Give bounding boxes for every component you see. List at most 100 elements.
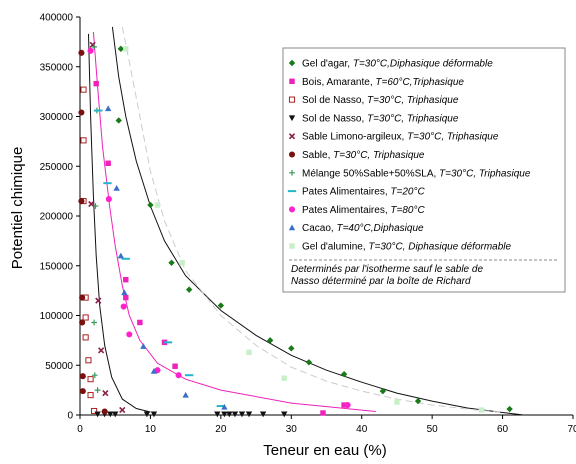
legend-entry-label: Pates Alimentaires, T=20°C (302, 187, 425, 198)
y-tick-label: 400000 (40, 13, 74, 24)
legend-marker (289, 78, 295, 85)
y-tick-label: 350000 (40, 62, 74, 73)
data-point-series-3 (143, 411, 151, 418)
data-point-series-1 (105, 160, 111, 166)
y-tick-label: 0 (67, 411, 73, 422)
data-point-series-8 (105, 196, 112, 203)
legend-marker (288, 59, 296, 67)
x-tick-label: 20 (215, 424, 227, 435)
y-tick-label: 150000 (40, 261, 74, 272)
data-point-series-1 (123, 276, 129, 283)
data-point-series-9 (117, 252, 125, 259)
legend-marker (288, 151, 296, 158)
data-point-series-10 (179, 260, 185, 266)
data-point-series-9 (104, 105, 112, 112)
legend-annotation: Nasso déterminé par la boîte de Richard (291, 276, 471, 287)
legend-marker (289, 243, 295, 249)
legend-box (282, 47, 566, 293)
data-point-series-5 (79, 294, 86, 301)
data-point-series-8 (87, 47, 94, 54)
data-point-series-3 (238, 411, 246, 418)
data-point-series-3 (281, 411, 288, 418)
x-tick-label: 50 (427, 424, 439, 435)
legend-entry-label: Sol de Nasso, T=30°C, Triphasique (302, 113, 459, 124)
data-point-series-6 (91, 372, 98, 379)
data-point-series-0 (340, 371, 348, 378)
data-point-series-3 (112, 411, 119, 418)
data-point-series-2 (82, 334, 89, 341)
legend-marker (288, 224, 296, 231)
data-point-series-10 (123, 46, 129, 52)
data-point-series-6 (91, 319, 97, 326)
data-point-series-10 (281, 375, 287, 381)
data-point-series-0 (168, 259, 175, 266)
trend-line (88, 33, 151, 413)
data-point-series-1 (93, 80, 99, 87)
data-point-series-0 (266, 337, 274, 344)
legend-marker (289, 169, 295, 176)
data-point-series-3 (94, 411, 101, 418)
y-tick-label: 250000 (40, 162, 74, 173)
data-point-series-2 (91, 407, 98, 415)
data-point-series-10 (394, 399, 400, 405)
data-point-series-8 (120, 303, 127, 310)
data-point-series-5 (79, 373, 86, 380)
legend-entry-label: Sable Limono-argileux, T=30°C, Triphasiq… (302, 132, 499, 143)
y-tick-label: 50000 (45, 361, 73, 372)
data-point-series-0 (305, 359, 313, 366)
data-point-series-4 (95, 297, 102, 304)
x-tick-label: 60 (497, 424, 509, 435)
x-tick-label: 30 (286, 424, 298, 435)
data-point-series-5 (101, 408, 108, 415)
data-point-series-8 (344, 402, 351, 409)
x-tick-label: 10 (145, 424, 157, 435)
data-point-series-10 (154, 202, 161, 208)
data-point-series-0 (506, 405, 513, 413)
data-point-series-1 (137, 319, 143, 326)
legend-entry-label: Bois, Amarante, T=60°C,Triphasique (302, 77, 464, 88)
data-point-series-1 (320, 410, 326, 416)
legend-entry-label: Gel d'alumine, T=30°C, Diphasique déform… (302, 242, 512, 253)
data-point-series-3 (150, 411, 158, 418)
y-tick-label: 200000 (40, 212, 74, 223)
data-point-series-0 (147, 201, 154, 209)
data-point-series-9 (140, 343, 147, 349)
data-point-series-0 (115, 117, 122, 124)
legend-annotation: Determinés par l'isotherme sauf le sable… (291, 264, 483, 275)
trend-line (121, 26, 503, 413)
x-tick-label: 0 (77, 424, 83, 435)
data-point-series-4 (119, 406, 126, 414)
data-point-series-0 (117, 45, 125, 53)
legend-marker (288, 206, 296, 213)
legend-entry-label: Sable, T=30°C, Triphasique (302, 150, 425, 161)
data-point-series-3 (231, 411, 239, 418)
data-point-series-9 (221, 403, 228, 410)
x-tick-label: 70 (567, 424, 576, 435)
data-point-series-1 (172, 363, 178, 369)
data-point-series-0 (379, 387, 387, 395)
legend-entry-label: Sol de Nasso, T=30°C, Triphasique (302, 95, 459, 106)
data-point-series-5 (79, 388, 86, 395)
data-point-series-10 (246, 349, 252, 356)
legend-entry-label: Gel d'agar, T=30°C,Diphasique déformable (302, 59, 493, 70)
data-point-series-3 (107, 411, 114, 418)
axes: 0 50000 100000 150000 200000 250000 300000 3500… (40, 13, 576, 436)
legend-entry-label: Mélange 50%Sable+50%SLA, T=30°C, Triphas… (302, 168, 531, 179)
data-point-series-6 (92, 203, 99, 209)
legend: Gel d'agar, T=30°C,Diphasique déformable… (282, 47, 566, 293)
y-tick-label: 100000 (40, 311, 74, 322)
y-tick-label: 300000 (40, 112, 74, 123)
data-point-series-3 (259, 411, 267, 418)
legend-entry-label: Pates Alimentaires, T=80°C (302, 205, 425, 216)
legend-marker (288, 96, 296, 103)
legend-marker (288, 115, 296, 122)
data-point-series-0 (288, 345, 295, 352)
trend-line (92, 31, 376, 412)
data-point-series-8 (126, 331, 133, 338)
data-point-series-2 (80, 137, 87, 144)
x-axis-label: Teneur en eau (%) (263, 442, 386, 459)
legend-entry-label: Cacao, T=40°C,Diphasique (302, 223, 424, 234)
data-point-series-2 (80, 86, 87, 93)
data-point-series-5 (78, 109, 85, 116)
data-point-series-4 (98, 347, 105, 354)
